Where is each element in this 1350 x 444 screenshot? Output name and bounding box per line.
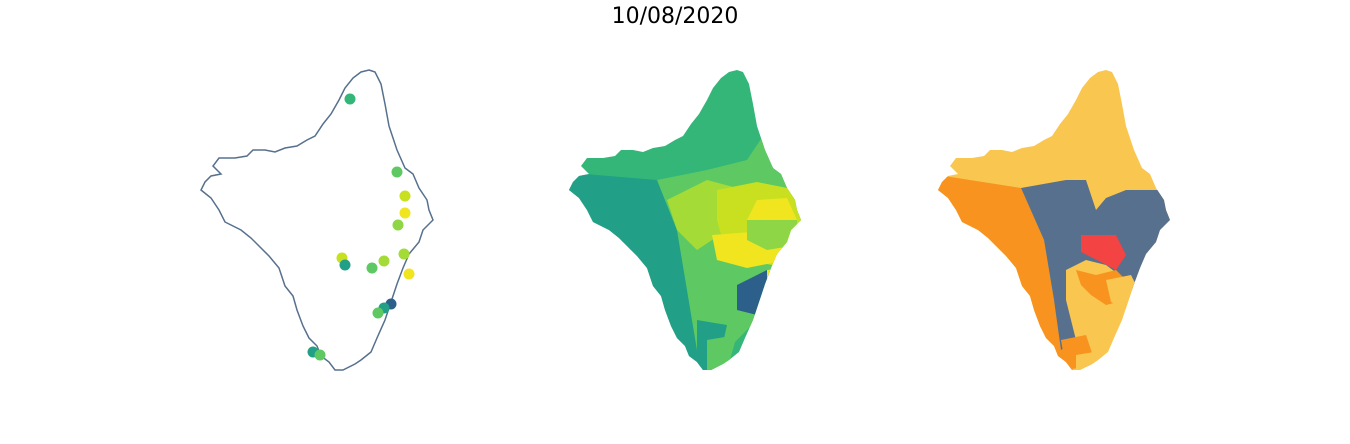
region-coast-bright bbox=[767, 265, 797, 295]
panel-station-points bbox=[200, 69, 434, 371]
station-point bbox=[398, 248, 410, 260]
station-point bbox=[366, 262, 378, 274]
region-lime bbox=[747, 220, 797, 250]
station-point bbox=[399, 190, 411, 202]
station-point bbox=[339, 259, 351, 271]
station-point bbox=[378, 255, 390, 267]
station-point bbox=[391, 166, 403, 178]
station-point bbox=[314, 349, 326, 361]
panel-risk-class-choropleth bbox=[938, 70, 1170, 370]
class-region-red bbox=[1081, 235, 1126, 270]
station-point bbox=[399, 207, 411, 219]
station-point bbox=[392, 219, 404, 231]
class-region-coast bbox=[1136, 250, 1170, 308]
station-point bbox=[403, 268, 415, 280]
figure-title: 10/08/2020 bbox=[611, 4, 739, 29]
station-point bbox=[372, 307, 384, 319]
panel-municipality-choropleth bbox=[569, 70, 801, 370]
station-point bbox=[344, 93, 356, 105]
